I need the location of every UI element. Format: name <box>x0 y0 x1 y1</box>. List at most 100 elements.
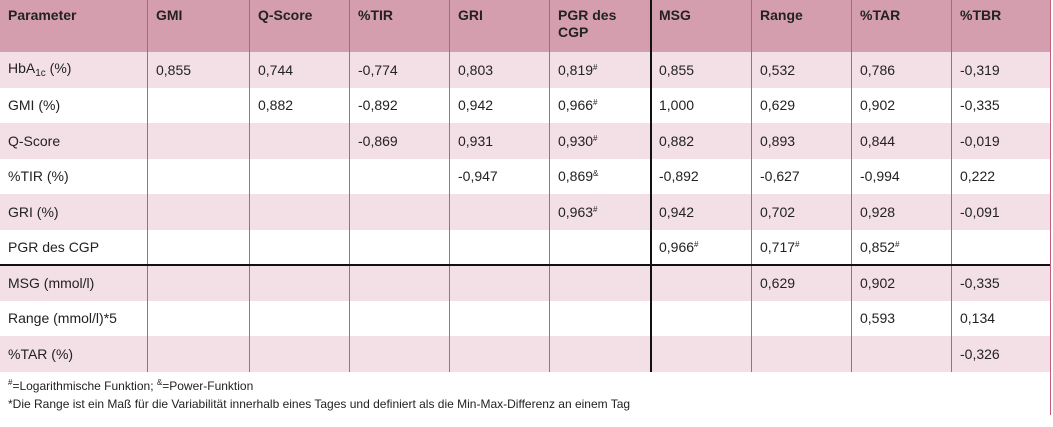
cell-text: 0,966 <box>659 239 695 256</box>
cell-text: 0,855 <box>156 61 192 78</box>
table-cell <box>148 229 250 265</box>
header-text: %TBR <box>960 7 1002 23</box>
table-cell: 0,902 <box>852 87 952 123</box>
footnote: *Die Range ist ein Maß für die Variabili… <box>8 397 630 411</box>
table-cell <box>450 300 550 336</box>
table-cell: 0,942 <box>450 87 550 123</box>
footnote-text: *Die Range ist ein Maß für die Variabili… <box>8 396 631 411</box>
header-text: MSG <box>659 7 691 23</box>
table-cell: 0,629 <box>752 265 852 301</box>
cell-text: -0,994 <box>860 168 900 185</box>
right-border <box>1050 0 1051 415</box>
cell-text: 0,222 <box>960 168 996 185</box>
superscript: # <box>795 240 800 250</box>
table-cell: -0,019 <box>952 123 1051 159</box>
table-cell <box>350 300 450 336</box>
cell-content: 0,869& <box>558 168 598 184</box>
cell-text: -0,892 <box>358 97 398 114</box>
table-cell <box>350 336 450 372</box>
table-cell <box>350 229 450 265</box>
table-cell: 0,629 <box>752 87 852 123</box>
table-cell <box>651 265 752 301</box>
table-cell: -0,947 <box>450 158 550 194</box>
table-cell: 0,717# <box>752 229 852 265</box>
table-cell <box>852 336 952 372</box>
table-cell: 0,855 <box>148 52 250 88</box>
table-cell: 0,893 <box>752 123 852 159</box>
cell-content: 0,852# <box>860 239 900 255</box>
cell-text: PGR des CGP <box>8 239 100 256</box>
table-cell <box>450 336 550 372</box>
table-cell: %TIR (%) <box>0 158 148 194</box>
table-cell <box>350 194 450 230</box>
table-cell: 0,744 <box>250 52 350 88</box>
cell-text: 0,882 <box>659 132 695 149</box>
table-cell <box>550 336 651 372</box>
divider-vertical <box>650 0 652 372</box>
cell-text: 0,803 <box>458 61 494 78</box>
subscript: 1c <box>35 68 46 80</box>
cell-content: 0,930# <box>558 133 598 149</box>
cell-text: -0,869 <box>358 132 398 149</box>
cell-content: 0,819# <box>558 62 598 78</box>
header-cell: Range <box>752 0 852 52</box>
cell-content: 0,966# <box>558 97 598 113</box>
header-cell: %TBR <box>952 0 1051 52</box>
cell-text: 0,931 <box>458 132 494 149</box>
table-cell <box>148 123 250 159</box>
header-text: %TIR <box>358 7 393 23</box>
cell-text: %TAR (%) <box>8 345 74 362</box>
table-cell <box>250 300 350 336</box>
cell-text: 0,629 <box>760 274 796 291</box>
cell-text: 0,869 <box>558 168 594 185</box>
table-cell <box>250 123 350 159</box>
table-cell: Range (mmol/l)*5 <box>0 300 148 336</box>
cell-text: 0,942 <box>458 97 494 114</box>
cell-text: -0,019 <box>960 132 1000 149</box>
header-text: GMI <box>156 7 183 23</box>
cell-text: -0,774 <box>358 61 398 78</box>
header-text: PGR des CGP <box>558 7 617 40</box>
table-cell <box>148 87 250 123</box>
table-cell <box>148 336 250 372</box>
divider-horizontal <box>0 264 1051 266</box>
table-cell <box>148 194 250 230</box>
cell-text: -0,319 <box>960 61 1000 78</box>
table-cell: -0,994 <box>852 158 952 194</box>
cell-text: -0,326 <box>960 345 1000 362</box>
cell-text: Range (mmol/l)*5 <box>8 310 117 327</box>
table-cell: 0,852# <box>852 229 952 265</box>
cell-text: 0,963 <box>558 203 594 220</box>
table-cell <box>148 158 250 194</box>
cell-text: Q-Score <box>8 132 61 149</box>
table-cell: 0,222 <box>952 158 1051 194</box>
superscript: & <box>156 377 163 387</box>
cell-text: 0,702 <box>760 203 796 220</box>
cell-text: 0,966 <box>558 97 594 114</box>
header-cell: MSG <box>651 0 752 52</box>
table-cell <box>350 158 450 194</box>
table-cell: 0,593 <box>852 300 952 336</box>
table-cell: 0,855 <box>651 52 752 88</box>
cell-text: -0,947 <box>458 168 498 185</box>
header-cell: %TIR <box>350 0 450 52</box>
table-cell: GRI (%) <box>0 194 148 230</box>
superscript: & <box>593 169 599 179</box>
table-cell: 0,930# <box>550 123 651 159</box>
cell-text: %TIR (%) <box>8 168 69 185</box>
cell-text: GMI (%) <box>8 97 61 114</box>
cell-text: MSG (mmol/l) <box>8 274 95 291</box>
table-cell: 0,882 <box>651 123 752 159</box>
cell-text: 0,134 <box>960 310 996 327</box>
table-cell <box>550 300 651 336</box>
cell-text: (%) <box>45 60 72 77</box>
cell-text: 0,942 <box>659 203 695 220</box>
table-cell <box>550 265 651 301</box>
header-text: GRI <box>458 7 483 23</box>
table-cell: 0,902 <box>852 265 952 301</box>
cell-text: 0,902 <box>860 274 896 291</box>
table-cell: 0,931 <box>450 123 550 159</box>
table-cell: HbA1c (%) <box>0 52 148 88</box>
header-cell: PGR des CGP <box>550 0 651 52</box>
